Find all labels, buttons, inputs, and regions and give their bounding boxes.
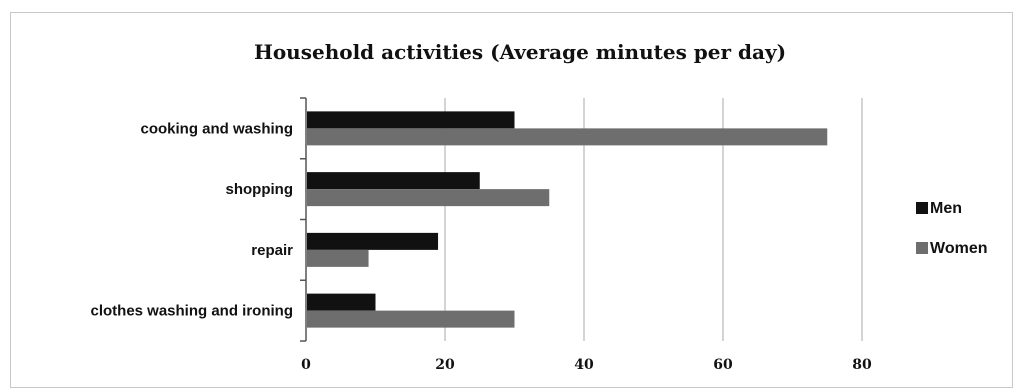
- legend-swatch-women: [916, 242, 928, 254]
- x-tick-label: 40: [574, 357, 594, 373]
- bar-men: [307, 293, 376, 311]
- x-tick-label: 20: [435, 357, 455, 373]
- category-label: shopping: [226, 181, 294, 198]
- household-activities-chart: Household activities (Average minutes pe…: [90, 40, 987, 373]
- chart-title: Household activities (Average minutes pe…: [254, 40, 786, 64]
- legend-label-women: Women: [930, 240, 987, 257]
- legend-label-men: Men: [930, 200, 962, 217]
- category-label: cooking and washing: [140, 120, 293, 137]
- x-tick-labels: 0 20 40 60 80: [301, 357, 872, 373]
- bars: [307, 111, 828, 328]
- bar-men: [307, 172, 480, 190]
- bar-women: [307, 128, 828, 146]
- category-label: repair: [251, 242, 293, 259]
- legend: Men Women: [916, 200, 987, 257]
- bar-men: [307, 111, 515, 129]
- x-tick-label: 0: [301, 357, 311, 373]
- axes: [300, 97, 307, 342]
- x-tick-label: 60: [713, 357, 733, 373]
- bar-women: [307, 310, 515, 328]
- chart-frame: Household activities (Average minutes pe…: [10, 12, 1013, 388]
- category-label: clothes washing and ironing: [90, 303, 293, 320]
- bar-women: [307, 249, 369, 267]
- bar-women: [307, 189, 550, 207]
- bar-men: [307, 232, 439, 250]
- legend-swatch-men: [916, 202, 928, 214]
- category-labels: cooking and washing shopping repair clothes…: [90, 120, 293, 319]
- x-tick-label: 80: [852, 357, 872, 373]
